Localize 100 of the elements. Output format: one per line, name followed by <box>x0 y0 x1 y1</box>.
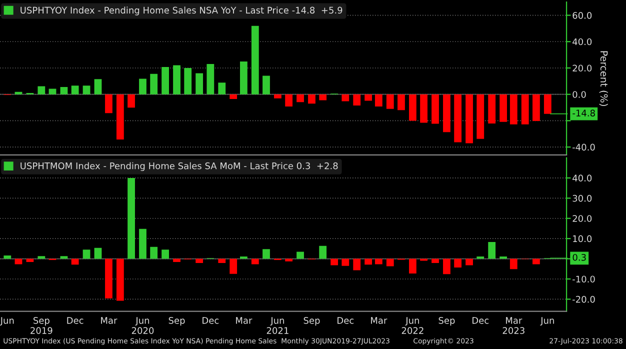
bar <box>128 94 135 108</box>
bar <box>94 79 102 94</box>
bar <box>420 94 428 123</box>
bar <box>454 258 462 268</box>
bar <box>60 256 68 259</box>
bar <box>296 252 304 259</box>
bar <box>139 78 146 94</box>
bar <box>432 94 439 124</box>
y-tick-label: 30.0 <box>572 194 592 202</box>
bar <box>150 74 158 94</box>
bar <box>342 94 350 102</box>
bar <box>353 94 361 106</box>
y-tick-label: 0.0 <box>572 91 586 98</box>
legend-label: USPHTYOY Index - Pending Home Sales NSA YoY - Last Price -14.8 +5.9 <box>20 6 342 16</box>
bar <box>162 250 169 259</box>
annotation: -14.8 <box>572 110 595 116</box>
x-tick-label: Mar <box>236 317 252 324</box>
bar <box>285 94 293 106</box>
bar <box>48 88 56 94</box>
bar <box>364 258 372 265</box>
bar <box>230 94 238 99</box>
bar <box>274 94 282 98</box>
bar <box>408 94 416 121</box>
bar <box>162 67 169 94</box>
x-tick-label: Jun <box>540 317 554 326</box>
bar <box>240 62 248 94</box>
bar <box>105 94 112 114</box>
bar <box>173 65 180 94</box>
bar <box>196 258 204 264</box>
bar <box>476 94 484 139</box>
x-tick-label: Mar 2023 <box>502 317 524 334</box>
bar <box>206 64 214 94</box>
bar <box>374 258 382 264</box>
bar <box>71 258 79 265</box>
bar <box>532 258 540 264</box>
bar <box>488 242 496 259</box>
legend-label: USPHTMOM Index - Pending Home Sales SA MoM - Last Price 0.3 +2.8 <box>20 162 338 171</box>
bar <box>128 178 135 259</box>
y-tick-label: -40.0 <box>572 144 595 151</box>
bar <box>364 94 372 101</box>
bar <box>443 94 450 132</box>
bar <box>353 258 361 270</box>
bar <box>454 94 462 142</box>
bar <box>500 94 507 122</box>
bar <box>374 94 382 106</box>
bar <box>330 258 338 266</box>
bar <box>510 258 518 270</box>
bar <box>386 94 394 109</box>
y-tick-label: 20.0 <box>572 64 592 72</box>
bar <box>116 94 124 140</box>
bar <box>251 26 259 94</box>
y-tick-label: 10.0 <box>573 235 592 242</box>
y-tick-label: 60.0 <box>572 12 592 19</box>
bar <box>488 94 496 124</box>
bar <box>173 258 180 262</box>
annotation: 0.3 <box>572 254 586 261</box>
bar <box>342 258 350 266</box>
bar <box>319 94 327 100</box>
bar <box>285 258 293 262</box>
bar <box>544 94 552 114</box>
bar <box>184 68 192 94</box>
x-tick-label: Jun 2022 <box>402 317 424 334</box>
bar <box>443 258 450 274</box>
x-tick-label: Dec <box>202 317 219 324</box>
bar <box>262 76 270 94</box>
bar <box>521 94 529 124</box>
bar <box>218 82 226 94</box>
bar <box>308 94 316 104</box>
bar <box>398 94 405 110</box>
bar <box>510 94 518 124</box>
x-tick-label: Sep 2019 <box>30 317 52 334</box>
bar <box>105 258 112 298</box>
x-tick-label: Sep <box>438 317 455 326</box>
x-tick-label: Dec <box>67 317 84 324</box>
bar <box>230 258 238 274</box>
bar <box>386 258 394 266</box>
bar <box>408 258 416 274</box>
bar <box>82 86 90 94</box>
bar <box>251 258 259 264</box>
bar <box>116 258 124 301</box>
y-tick-label: -10.0 <box>572 276 595 283</box>
bar <box>196 73 204 94</box>
y-tick-label: 20.0 <box>572 215 592 222</box>
y-tick-label: 40.0 <box>572 174 592 182</box>
x-tick-label: Mar <box>371 317 388 324</box>
bar <box>82 250 90 259</box>
x-tick-label: Sep <box>304 317 320 326</box>
x-tick-label: Jun 2021 <box>266 317 288 334</box>
x-tick-label: Jun <box>0 317 14 326</box>
bar <box>296 94 304 102</box>
y-axis-title: Percent (%) <box>599 51 608 106</box>
x-tick-label: Sep <box>168 317 185 326</box>
x-tick-label: Jun 2020 <box>132 317 154 334</box>
bar <box>139 228 146 259</box>
x-tick-label: Dec <box>338 317 354 324</box>
x-tick-label: Dec <box>472 317 489 324</box>
bar <box>319 246 327 259</box>
bar <box>466 258 473 266</box>
bar <box>262 249 270 259</box>
bar <box>38 256 46 259</box>
